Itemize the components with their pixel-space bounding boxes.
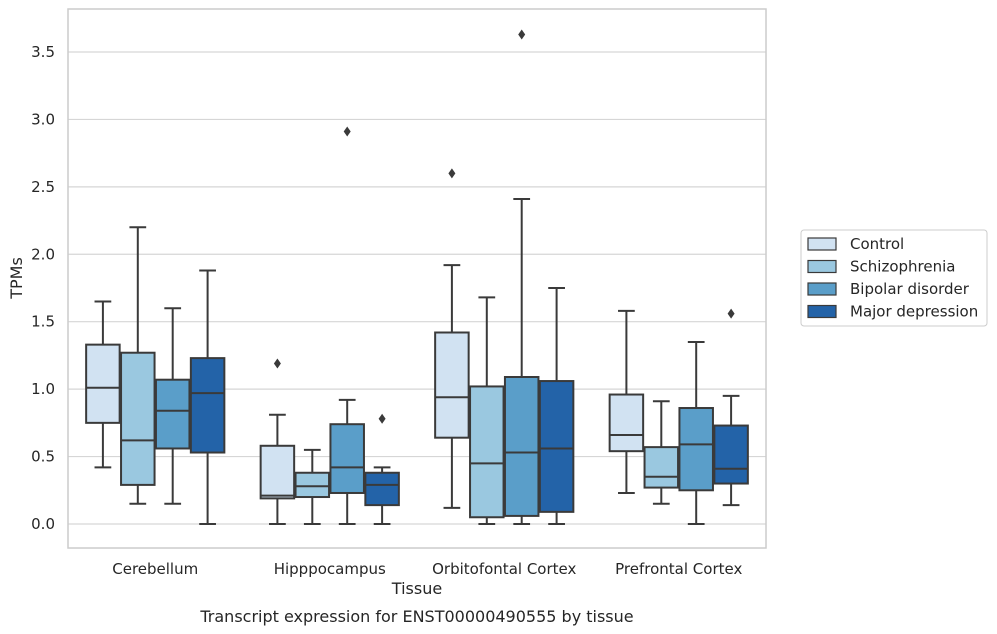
- box: [643, 400, 680, 505]
- outlier-point: [448, 168, 456, 179]
- y-tick-label: 1.5: [31, 313, 55, 331]
- box: [85, 300, 121, 469]
- legend-label: Control: [850, 235, 904, 253]
- box: [154, 307, 191, 505]
- x-tick-label: Orbitofontal Cortex: [432, 560, 576, 578]
- box-body: [189, 357, 226, 454]
- legend-swatch: [807, 304, 837, 319]
- x-tick-labels: Cerebellum Hipppocampus Orbitofontal Corte…: [112, 560, 742, 578]
- outlier-point: [518, 29, 526, 40]
- box: [608, 309, 645, 494]
- box-body: [713, 424, 749, 485]
- box-body: [608, 393, 645, 453]
- legend-items: Control Schizophrenia Bipolar disorder Majo…: [807, 235, 978, 321]
- legend-frame: [800, 229, 988, 327]
- chart-caption: Transcript expression for ENST0000049055…: [199, 607, 633, 626]
- box-body: [120, 351, 156, 486]
- x-tick-label: Prefrontal Cortex: [615, 560, 742, 578]
- box: [713, 308, 749, 507]
- box: [259, 358, 296, 525]
- x-axis-title: Tissue: [391, 579, 442, 598]
- y-tick-labels: 0.0 0.5 1.0 1.5 2.0 2.5 3.0 3.5: [31, 43, 55, 533]
- outlier-point: [378, 413, 386, 424]
- x-tick-label: Cerebellum: [112, 560, 198, 578]
- box-body: [538, 380, 575, 513]
- y-tick-label: 3.0: [31, 110, 55, 128]
- box-body: [329, 423, 365, 494]
- box-body: [154, 378, 191, 450]
- y-axis-title: TPMs: [7, 257, 26, 300]
- box: [294, 448, 331, 525]
- legend-swatch: [807, 237, 837, 251]
- box-body: [643, 446, 680, 489]
- box: [364, 413, 400, 525]
- plot-frame: [67, 8, 767, 549]
- box: [678, 340, 714, 525]
- legend-swatch: [807, 259, 837, 274]
- box: [503, 29, 540, 525]
- legend-label: Schizophrenia: [850, 258, 955, 276]
- box-body: [85, 343, 121, 424]
- box: [538, 286, 575, 525]
- legend-swatch: [807, 282, 837, 296]
- outlier-point: [343, 126, 351, 137]
- y-tick-label: 2.0: [31, 245, 55, 263]
- y-tick-label: 1.0: [31, 380, 55, 398]
- box-body: [503, 376, 540, 517]
- box-body: [259, 444, 296, 500]
- box: [434, 168, 470, 509]
- box-body: [434, 331, 470, 439]
- box-body: [364, 471, 400, 507]
- x-tick-label: Hipppocampus: [274, 560, 386, 578]
- box-plots: [85, 29, 749, 525]
- box: [189, 269, 226, 525]
- y-tick-label: 3.5: [31, 43, 55, 61]
- box-body: [678, 407, 714, 492]
- y-tick-label: 0.0: [31, 515, 55, 533]
- outlier-point: [273, 358, 281, 369]
- y-tick-label: 0.5: [31, 448, 55, 466]
- legend: Control Schizophrenia Bipolar disorder Majo…: [800, 229, 988, 327]
- legend-label: Bipolar disorder: [850, 280, 970, 298]
- box-body: [469, 385, 505, 519]
- y-tick-label: 2.5: [31, 178, 55, 196]
- box: [329, 126, 365, 525]
- outlier-point: [727, 308, 735, 319]
- box-body: [294, 471, 331, 499]
- box: [120, 226, 156, 505]
- box: [469, 296, 505, 525]
- legend-label: Major depression: [850, 303, 978, 321]
